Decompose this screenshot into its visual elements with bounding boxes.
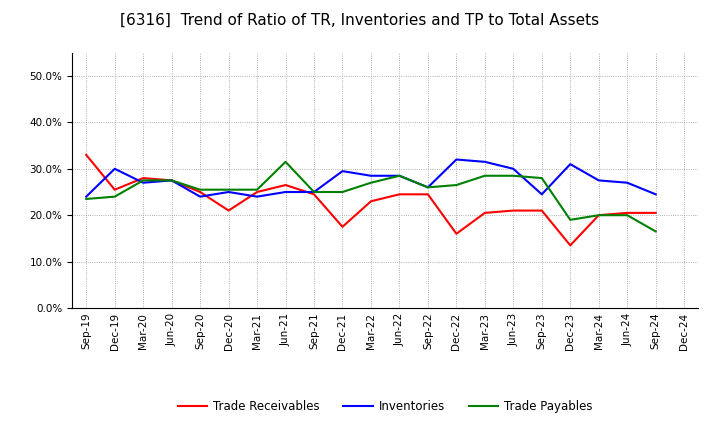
Trade Receivables bbox=[310, 192, 318, 197]
Trade Receivables bbox=[595, 213, 603, 218]
Trade Receivables bbox=[167, 178, 176, 183]
Trade Receivables bbox=[338, 224, 347, 229]
Trade Receivables bbox=[110, 187, 119, 192]
Inventories bbox=[167, 178, 176, 183]
Inventories bbox=[452, 157, 461, 162]
Trade Payables bbox=[139, 178, 148, 183]
Trade Receivables bbox=[652, 210, 660, 216]
Trade Receivables bbox=[395, 192, 404, 197]
Trade Payables bbox=[196, 187, 204, 192]
Line: Trade Receivables: Trade Receivables bbox=[86, 155, 656, 246]
Trade Receivables bbox=[139, 176, 148, 181]
Trade Payables bbox=[480, 173, 489, 178]
Inventories bbox=[310, 189, 318, 194]
Trade Payables bbox=[423, 185, 432, 190]
Inventories bbox=[395, 173, 404, 178]
Inventories bbox=[537, 192, 546, 197]
Trade Payables bbox=[566, 217, 575, 223]
Trade Receivables bbox=[537, 208, 546, 213]
Trade Payables bbox=[395, 173, 404, 178]
Trade Payables bbox=[509, 173, 518, 178]
Inventories bbox=[82, 194, 91, 199]
Trade Payables bbox=[652, 229, 660, 234]
Trade Receivables bbox=[225, 208, 233, 213]
Trade Receivables bbox=[566, 243, 575, 248]
Line: Inventories: Inventories bbox=[86, 160, 656, 197]
Inventories bbox=[623, 180, 631, 185]
Inventories bbox=[423, 185, 432, 190]
Trade Payables bbox=[338, 189, 347, 194]
Trade Receivables bbox=[623, 210, 631, 216]
Trade Receivables bbox=[253, 189, 261, 194]
Trade Receivables bbox=[366, 198, 375, 204]
Trade Payables bbox=[282, 159, 290, 165]
Trade Payables bbox=[82, 196, 91, 202]
Trade Payables bbox=[537, 176, 546, 181]
Inventories bbox=[110, 166, 119, 172]
Trade Payables bbox=[452, 183, 461, 188]
Legend: Trade Receivables, Inventories, Trade Payables: Trade Receivables, Inventories, Trade Pa… bbox=[173, 396, 598, 418]
Inventories bbox=[225, 189, 233, 194]
Trade Payables bbox=[225, 187, 233, 192]
Text: [6316]  Trend of Ratio of TR, Inventories and TP to Total Assets: [6316] Trend of Ratio of TR, Inventories… bbox=[120, 13, 600, 28]
Inventories bbox=[595, 178, 603, 183]
Inventories bbox=[566, 161, 575, 167]
Inventories bbox=[509, 166, 518, 172]
Inventories bbox=[282, 189, 290, 194]
Trade Receivables bbox=[480, 210, 489, 216]
Inventories bbox=[652, 192, 660, 197]
Inventories bbox=[480, 159, 489, 165]
Trade Payables bbox=[310, 189, 318, 194]
Trade Payables bbox=[167, 178, 176, 183]
Trade Receivables bbox=[196, 189, 204, 194]
Trade Payables bbox=[623, 213, 631, 218]
Trade Payables bbox=[595, 213, 603, 218]
Inventories bbox=[253, 194, 261, 199]
Line: Trade Payables: Trade Payables bbox=[86, 162, 656, 231]
Trade Payables bbox=[366, 180, 375, 185]
Trade Receivables bbox=[82, 152, 91, 158]
Inventories bbox=[196, 194, 204, 199]
Trade Receivables bbox=[509, 208, 518, 213]
Inventories bbox=[366, 173, 375, 178]
Trade Receivables bbox=[282, 183, 290, 188]
Trade Payables bbox=[110, 194, 119, 199]
Inventories bbox=[139, 180, 148, 185]
Trade Receivables bbox=[452, 231, 461, 236]
Trade Payables bbox=[253, 187, 261, 192]
Inventories bbox=[338, 169, 347, 174]
Trade Receivables bbox=[423, 192, 432, 197]
